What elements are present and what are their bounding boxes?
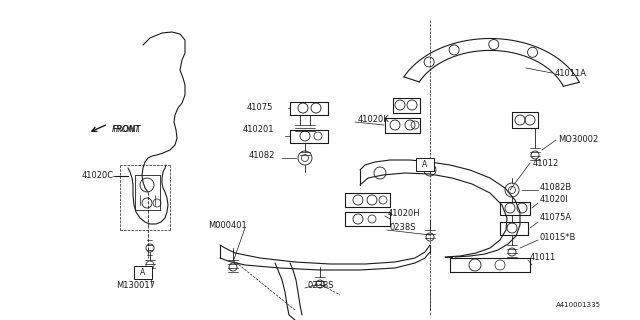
Text: FRONT: FRONT	[112, 124, 141, 133]
Text: 0101S*B: 0101S*B	[540, 233, 577, 242]
Text: M130017: M130017	[116, 282, 155, 291]
Text: 41020H: 41020H	[388, 209, 420, 218]
Text: 41082: 41082	[249, 150, 275, 159]
Text: 410201: 410201	[243, 125, 275, 134]
Text: 41011A: 41011A	[555, 68, 587, 77]
Text: 41020I: 41020I	[540, 196, 569, 204]
Text: 0238S: 0238S	[307, 282, 333, 291]
Text: 41020C: 41020C	[82, 172, 114, 180]
Text: 41011: 41011	[530, 253, 556, 262]
Text: A410001335: A410001335	[556, 302, 601, 308]
FancyBboxPatch shape	[134, 266, 152, 279]
Text: FRONT: FRONT	[112, 124, 141, 133]
Text: M000401: M000401	[208, 220, 247, 229]
Text: A: A	[422, 160, 428, 169]
Text: 41075: 41075	[247, 103, 273, 113]
Text: 41012: 41012	[533, 158, 559, 167]
Text: A: A	[140, 268, 146, 277]
Text: 0238S: 0238S	[390, 222, 417, 231]
Text: MO30002: MO30002	[558, 135, 598, 145]
Text: 41020K: 41020K	[358, 115, 390, 124]
Text: 41075A: 41075A	[540, 213, 572, 222]
FancyBboxPatch shape	[416, 158, 434, 171]
Text: 41082B: 41082B	[540, 182, 572, 191]
